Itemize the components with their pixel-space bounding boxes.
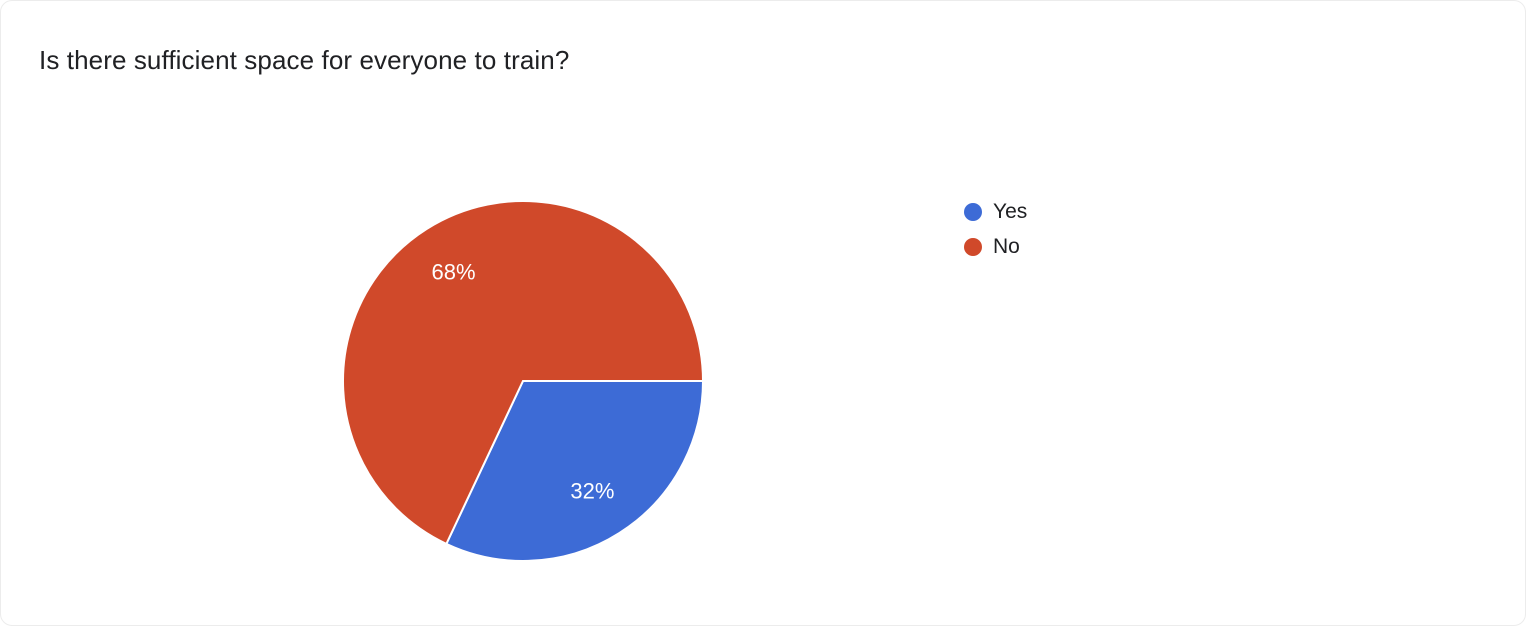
pie-slice-no xyxy=(342,200,705,546)
pie-chart: 32% 68% xyxy=(342,200,705,562)
pie-chart-container: 32% 68% xyxy=(323,181,723,581)
legend-item-no: No xyxy=(964,235,1027,259)
pie-slice-label: 68% xyxy=(432,260,476,285)
chart-legend: Yes No xyxy=(964,200,1027,259)
pie-slice-yes xyxy=(445,380,705,562)
legend-label: Yes xyxy=(993,200,1028,223)
legend-label: No xyxy=(993,235,1020,258)
chart-title: Is there sufficient space for everyone t… xyxy=(39,45,570,75)
pie-slice-label: 32% xyxy=(570,478,614,503)
legend-item-yes: Yes xyxy=(964,200,1027,224)
legend-swatch xyxy=(964,238,982,256)
legend-swatch xyxy=(964,203,982,221)
